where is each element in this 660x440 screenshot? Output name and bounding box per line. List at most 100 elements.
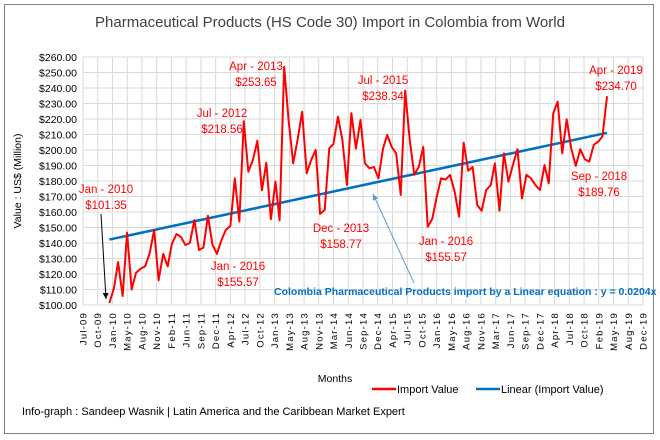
data-point: [229, 225, 231, 227]
data-point: [606, 95, 608, 97]
y-tick-label: $220.00: [39, 114, 77, 126]
data-point: [153, 229, 155, 231]
x-tick-label: Nov-16: [476, 312, 487, 350]
data-point: [565, 118, 567, 120]
data-point: [265, 162, 267, 164]
data-point: [597, 140, 599, 142]
x-tick-label: Jul-15: [403, 312, 414, 345]
y-tick-label: $260.00: [39, 52, 77, 64]
data-point: [310, 159, 312, 161]
y-axis-ticks: $100.00 $110.00 $120.00 $130.00 $140.00 $150.…: [39, 52, 77, 312]
data-point: [144, 265, 146, 267]
data-point: [243, 120, 245, 122]
data-point: [521, 197, 523, 199]
data-point: [148, 252, 150, 254]
y-tick-label: $180.00: [39, 176, 77, 188]
data-point: [426, 226, 428, 228]
annotation-value: $155.57: [425, 252, 467, 264]
x-tick-label: Jul-09: [79, 312, 90, 345]
data-point: [189, 242, 191, 244]
x-tick-label: Aug-16: [462, 312, 473, 350]
data-point: [444, 178, 446, 180]
data-point: [256, 140, 258, 142]
equation-note: Colombia Pharmaceutical Products import …: [274, 286, 660, 298]
data-point: [139, 268, 141, 270]
data-point: [319, 213, 321, 215]
data-point: [202, 246, 204, 248]
x-tick-label: Oct-18: [580, 312, 591, 348]
data-point: [422, 146, 424, 148]
annotations: Jan - 2010 $101.35 Jul - 2012 $218.56 Apr - …: [79, 61, 643, 289]
series-layer: [108, 65, 609, 304]
y-tick-label: $240.00: [39, 83, 77, 95]
data-point: [547, 182, 549, 184]
data-point: [247, 171, 249, 173]
x-tick-label: Nov-10: [152, 312, 163, 350]
data-point: [575, 165, 577, 167]
annotation-date: Apr - 2019: [589, 65, 643, 77]
data-point: [413, 174, 415, 176]
y-tick-label: $190.00: [39, 161, 77, 173]
data-point: [135, 272, 137, 274]
x-tick-label: Mar-14: [329, 312, 340, 349]
data-point: [350, 112, 352, 114]
data-point: [409, 139, 411, 141]
data-point: [130, 288, 132, 290]
data-point: [601, 135, 603, 137]
data-point: [449, 174, 451, 176]
data-point: [368, 167, 370, 169]
data-point: [270, 218, 272, 220]
data-point: [512, 164, 514, 166]
data-point: [301, 111, 303, 113]
x-tick-label: Apr-18: [550, 312, 561, 348]
data-point: [193, 219, 195, 221]
x-tick-label: Jun-11: [182, 312, 193, 348]
import-value-line: [108, 65, 609, 304]
data-point: [211, 243, 213, 245]
data-point: [108, 302, 110, 304]
x-tick-label: Mar-17: [491, 312, 502, 349]
data-point: [584, 158, 586, 160]
data-point: [341, 139, 343, 141]
data-point: [332, 143, 334, 145]
legend: Import Value Linear (Import Value): [372, 384, 604, 396]
data-point: [225, 229, 227, 231]
data-point: [113, 287, 115, 289]
data-point: [593, 144, 595, 146]
data-point: [283, 66, 285, 68]
data-point: [498, 210, 500, 212]
x-tick-label: May-16: [447, 312, 458, 351]
x-tick-label: May-19: [609, 312, 620, 351]
x-tick-label: Jan-16: [432, 312, 443, 348]
annotation-value: $101.35: [85, 200, 127, 212]
y-tick-label: $210.00: [39, 130, 77, 142]
data-point: [436, 195, 438, 197]
data-point: [207, 215, 209, 217]
data-point: [323, 209, 325, 211]
x-axis-label: Months: [318, 373, 352, 385]
x-tick-label: Oct-12: [255, 312, 266, 348]
data-point: [198, 249, 200, 251]
x-tick-label: Aug-19: [624, 312, 635, 350]
y-tick-label: $170.00: [39, 192, 77, 204]
x-tick-label: Dec-17: [535, 312, 546, 350]
data-point: [314, 149, 316, 151]
chart-title: Pharmaceutical Products (HS Code 30) Imp…: [95, 14, 565, 31]
annotation-value: $218.56: [201, 124, 243, 136]
data-point: [480, 210, 482, 212]
data-point: [126, 231, 128, 233]
x-tick-label: Aug-13: [300, 312, 311, 350]
data-point: [234, 177, 236, 179]
footer-credit: Info-graph : Sandeep Wasnik | Latin Amer…: [22, 406, 405, 418]
data-point: [306, 172, 308, 174]
data-point: [561, 152, 563, 154]
data-point: [462, 142, 464, 144]
data-point: [400, 194, 402, 196]
data-point: [534, 184, 536, 186]
annotation-date: Jul - 2015: [358, 75, 409, 87]
y-tick-label: $120.00: [39, 269, 77, 281]
data-point: [167, 265, 169, 267]
data-point: [579, 148, 581, 150]
y-tick-label: $250.00: [39, 68, 77, 80]
